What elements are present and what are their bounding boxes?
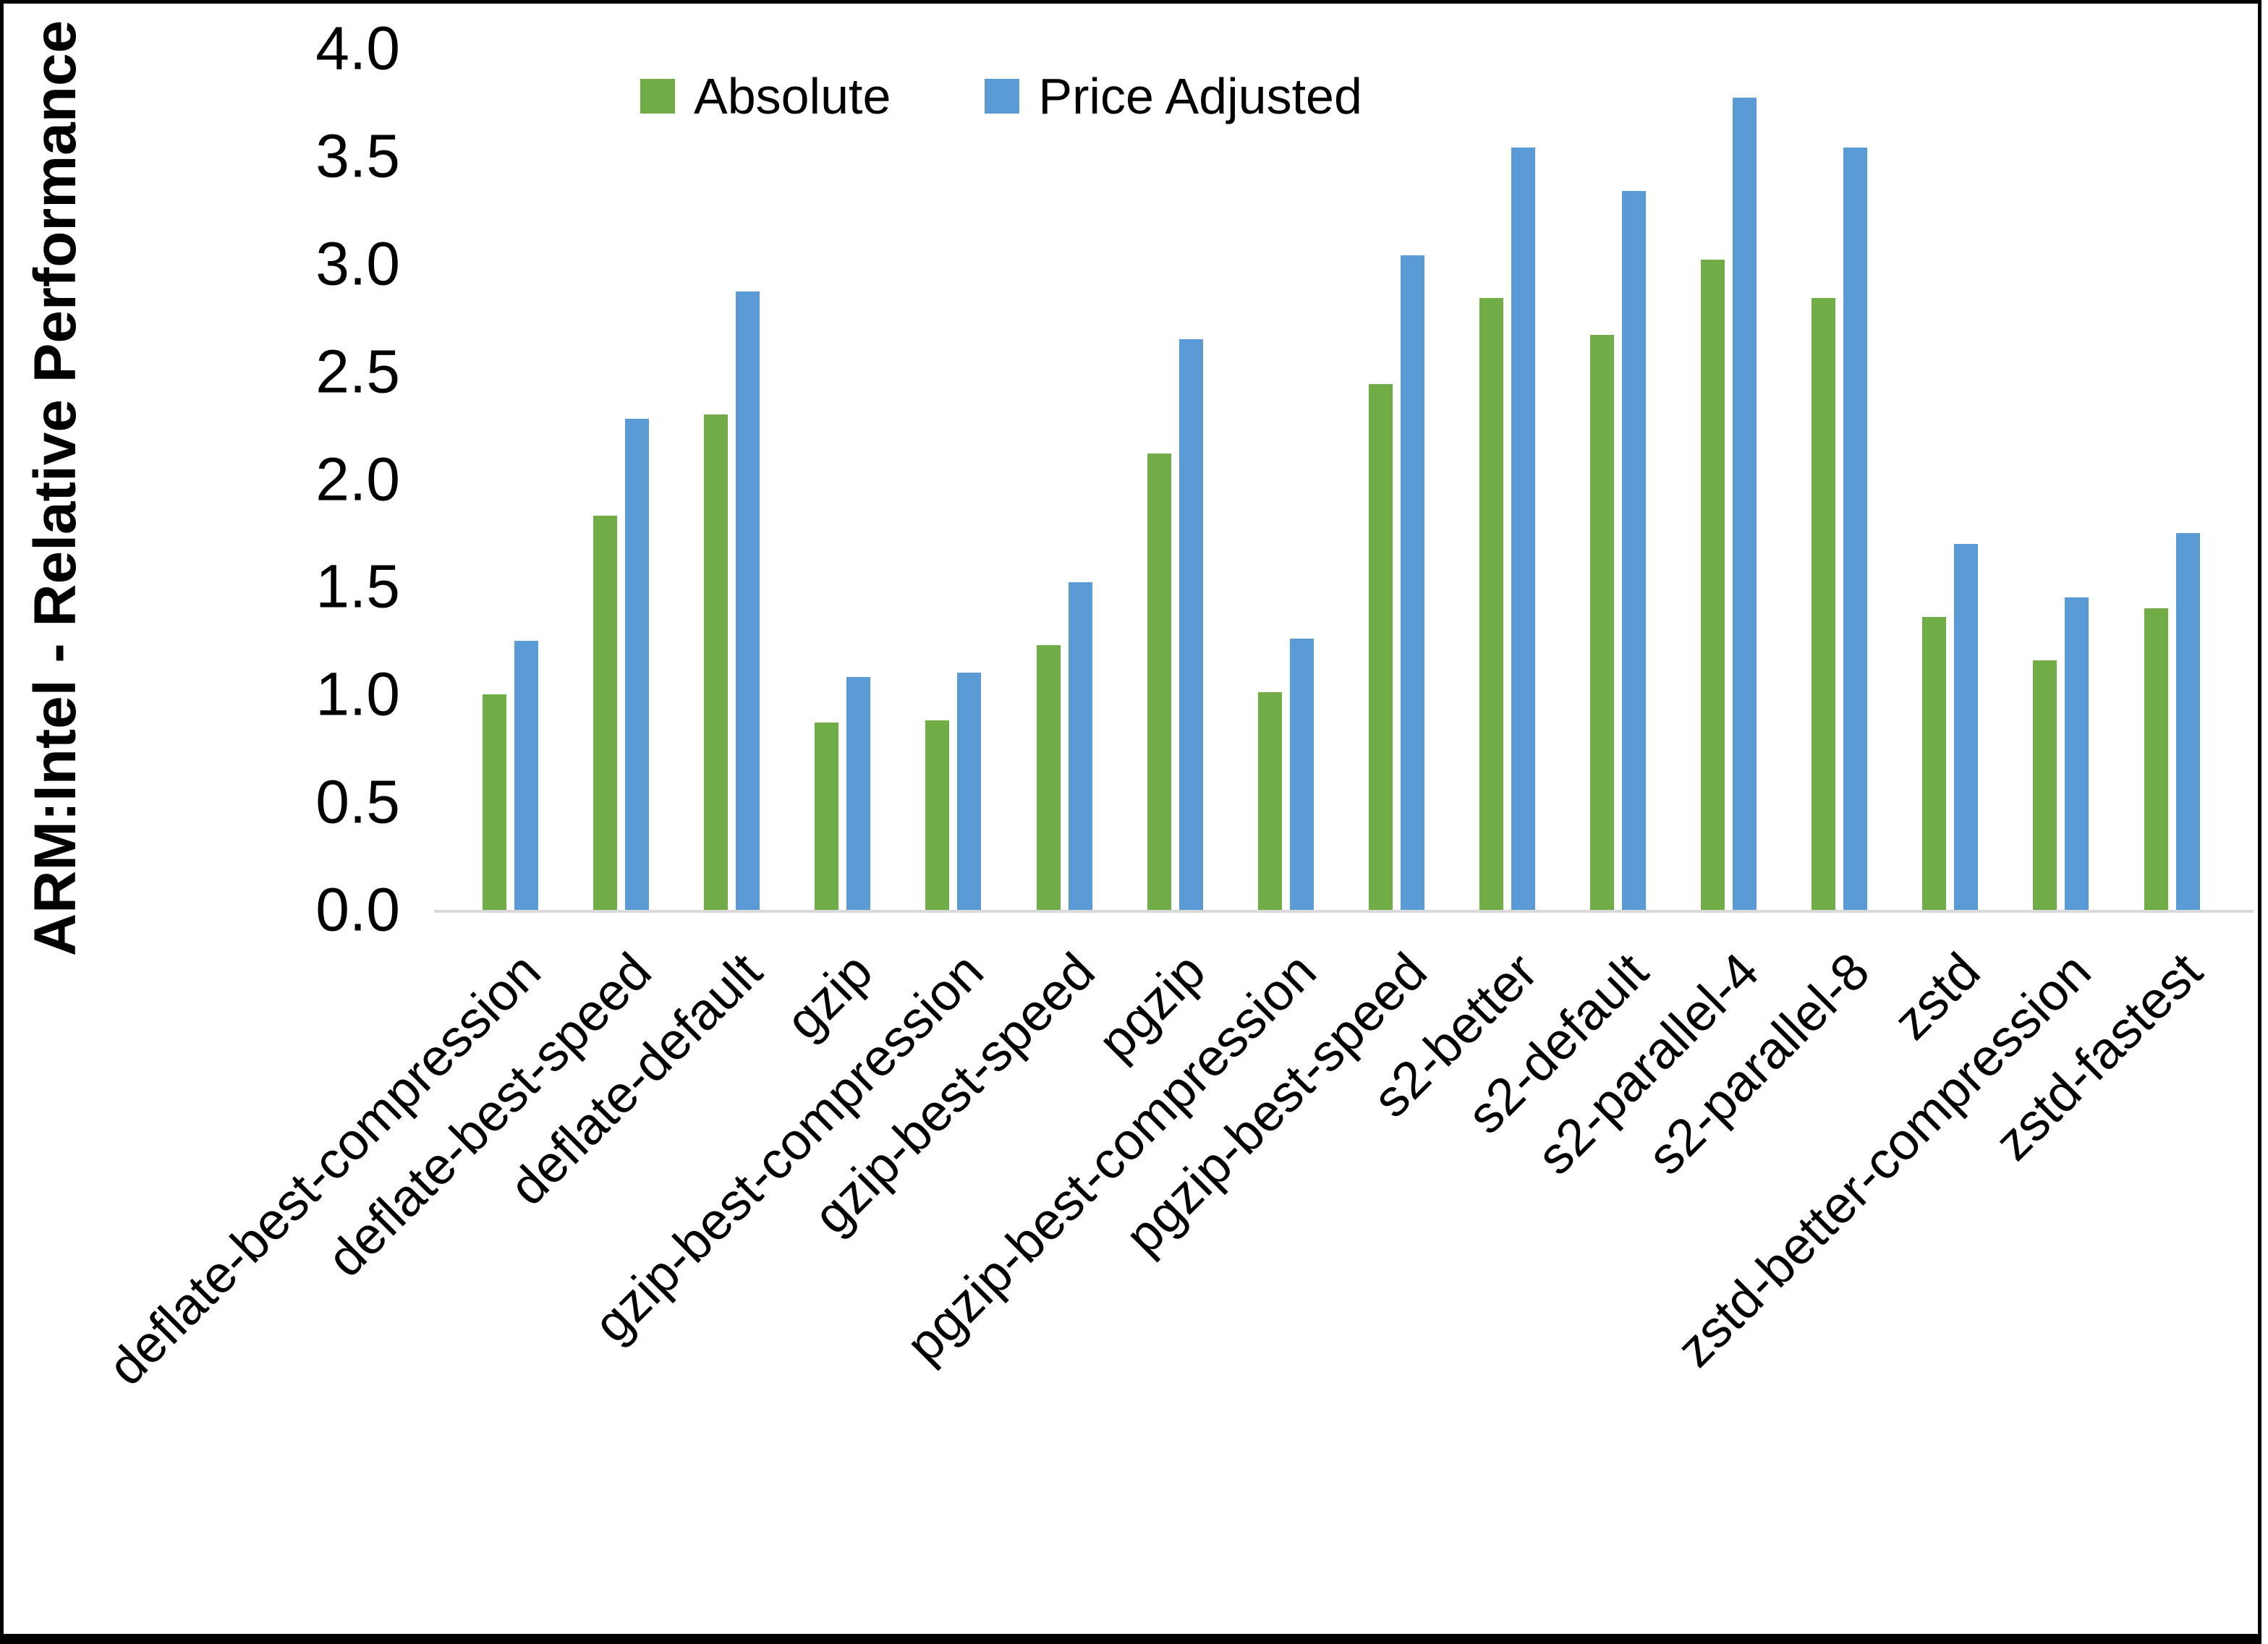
bar-absolute-pgzip-best-compression [1258,692,1282,910]
y-axis-tick-label: 3.0 [315,229,400,298]
y-axis-tick-label: 1.5 [315,552,400,621]
bar-absolute-zstd-fastest [2144,608,2168,910]
y-axis-tick-label: 2.5 [315,337,400,406]
bar-absolute-zstd [1922,617,1946,910]
bar-absolute-s2-parallel-8 [1812,298,1835,910]
legend-swatch-icon [640,79,675,114]
bar-price-adjusted-gzip-best-compression [957,673,981,910]
bar-price-adjusted-pgzip-best-speed [1401,255,1424,910]
bar-absolute-s2-better [1479,298,1503,910]
bar-absolute-deflate-best-speed [593,516,617,910]
y-axis-tick-label: 3.5 [315,122,400,190]
bar-absolute-s2-default [1590,335,1614,910]
bar-price-adjusted-zstd [1954,544,1978,910]
bar-absolute-gzip-best-speed [1037,645,1061,910]
y-axis-tick-label: 2.0 [315,445,400,513]
bar-absolute-pgzip-best-speed [1369,384,1393,910]
y-axis-title: ARM:Intel - Relative Performance [22,20,88,957]
bar-absolute-pgzip [1147,453,1171,910]
bar-price-adjusted-s2-better [1511,148,1535,910]
legend-swatch-icon [985,79,1020,114]
legend-item-absolute: Absolute [640,67,891,125]
bar-price-adjusted-pgzip-best-compression [1290,639,1314,910]
bar-price-adjusted-gzip [846,677,870,910]
bar-absolute-deflate-best-compression [483,694,506,910]
bar-absolute-deflate-default [704,414,728,910]
legend: Absolute Price Adjusted [640,67,1362,125]
bar-price-adjusted-pgzip [1179,339,1203,910]
bar-price-adjusted-s2-parallel-4 [1733,98,1757,910]
y-axis-tick-label: 1.0 [315,660,400,728]
bar-price-adjusted-deflate-best-speed [625,419,649,910]
bar-price-adjusted-deflate-default [736,291,760,910]
legend-item-price-adjusted: Price Adjusted [985,67,1362,125]
bar-price-adjusted-s2-default [1622,191,1646,910]
bar-price-adjusted-gzip-best-speed [1069,582,1092,910]
legend-label: Price Adjusted [1038,68,1362,124]
bar-absolute-s2-parallel-4 [1701,260,1725,910]
bar-price-adjusted-zstd-fastest [2176,533,2200,910]
legend-label: Absolute [694,68,891,124]
bar-absolute-zstd-better-compression [2033,660,2057,910]
bar-price-adjusted-s2-parallel-8 [1843,148,1867,910]
y-axis-tick-label: 0.0 [315,875,400,944]
bar-price-adjusted-zstd-better-compression [2065,597,2089,910]
x-axis-line [434,910,2254,913]
bar-absolute-gzip [815,723,838,910]
bar-price-adjusted-deflate-best-compression [514,641,538,910]
y-axis-tick-label: 0.5 [315,767,400,836]
x-axis-label: deflate-best-compression [97,942,552,1397]
bar-absolute-gzip-best-compression [925,720,949,910]
y-axis-tick-label: 4.0 [315,14,400,82]
